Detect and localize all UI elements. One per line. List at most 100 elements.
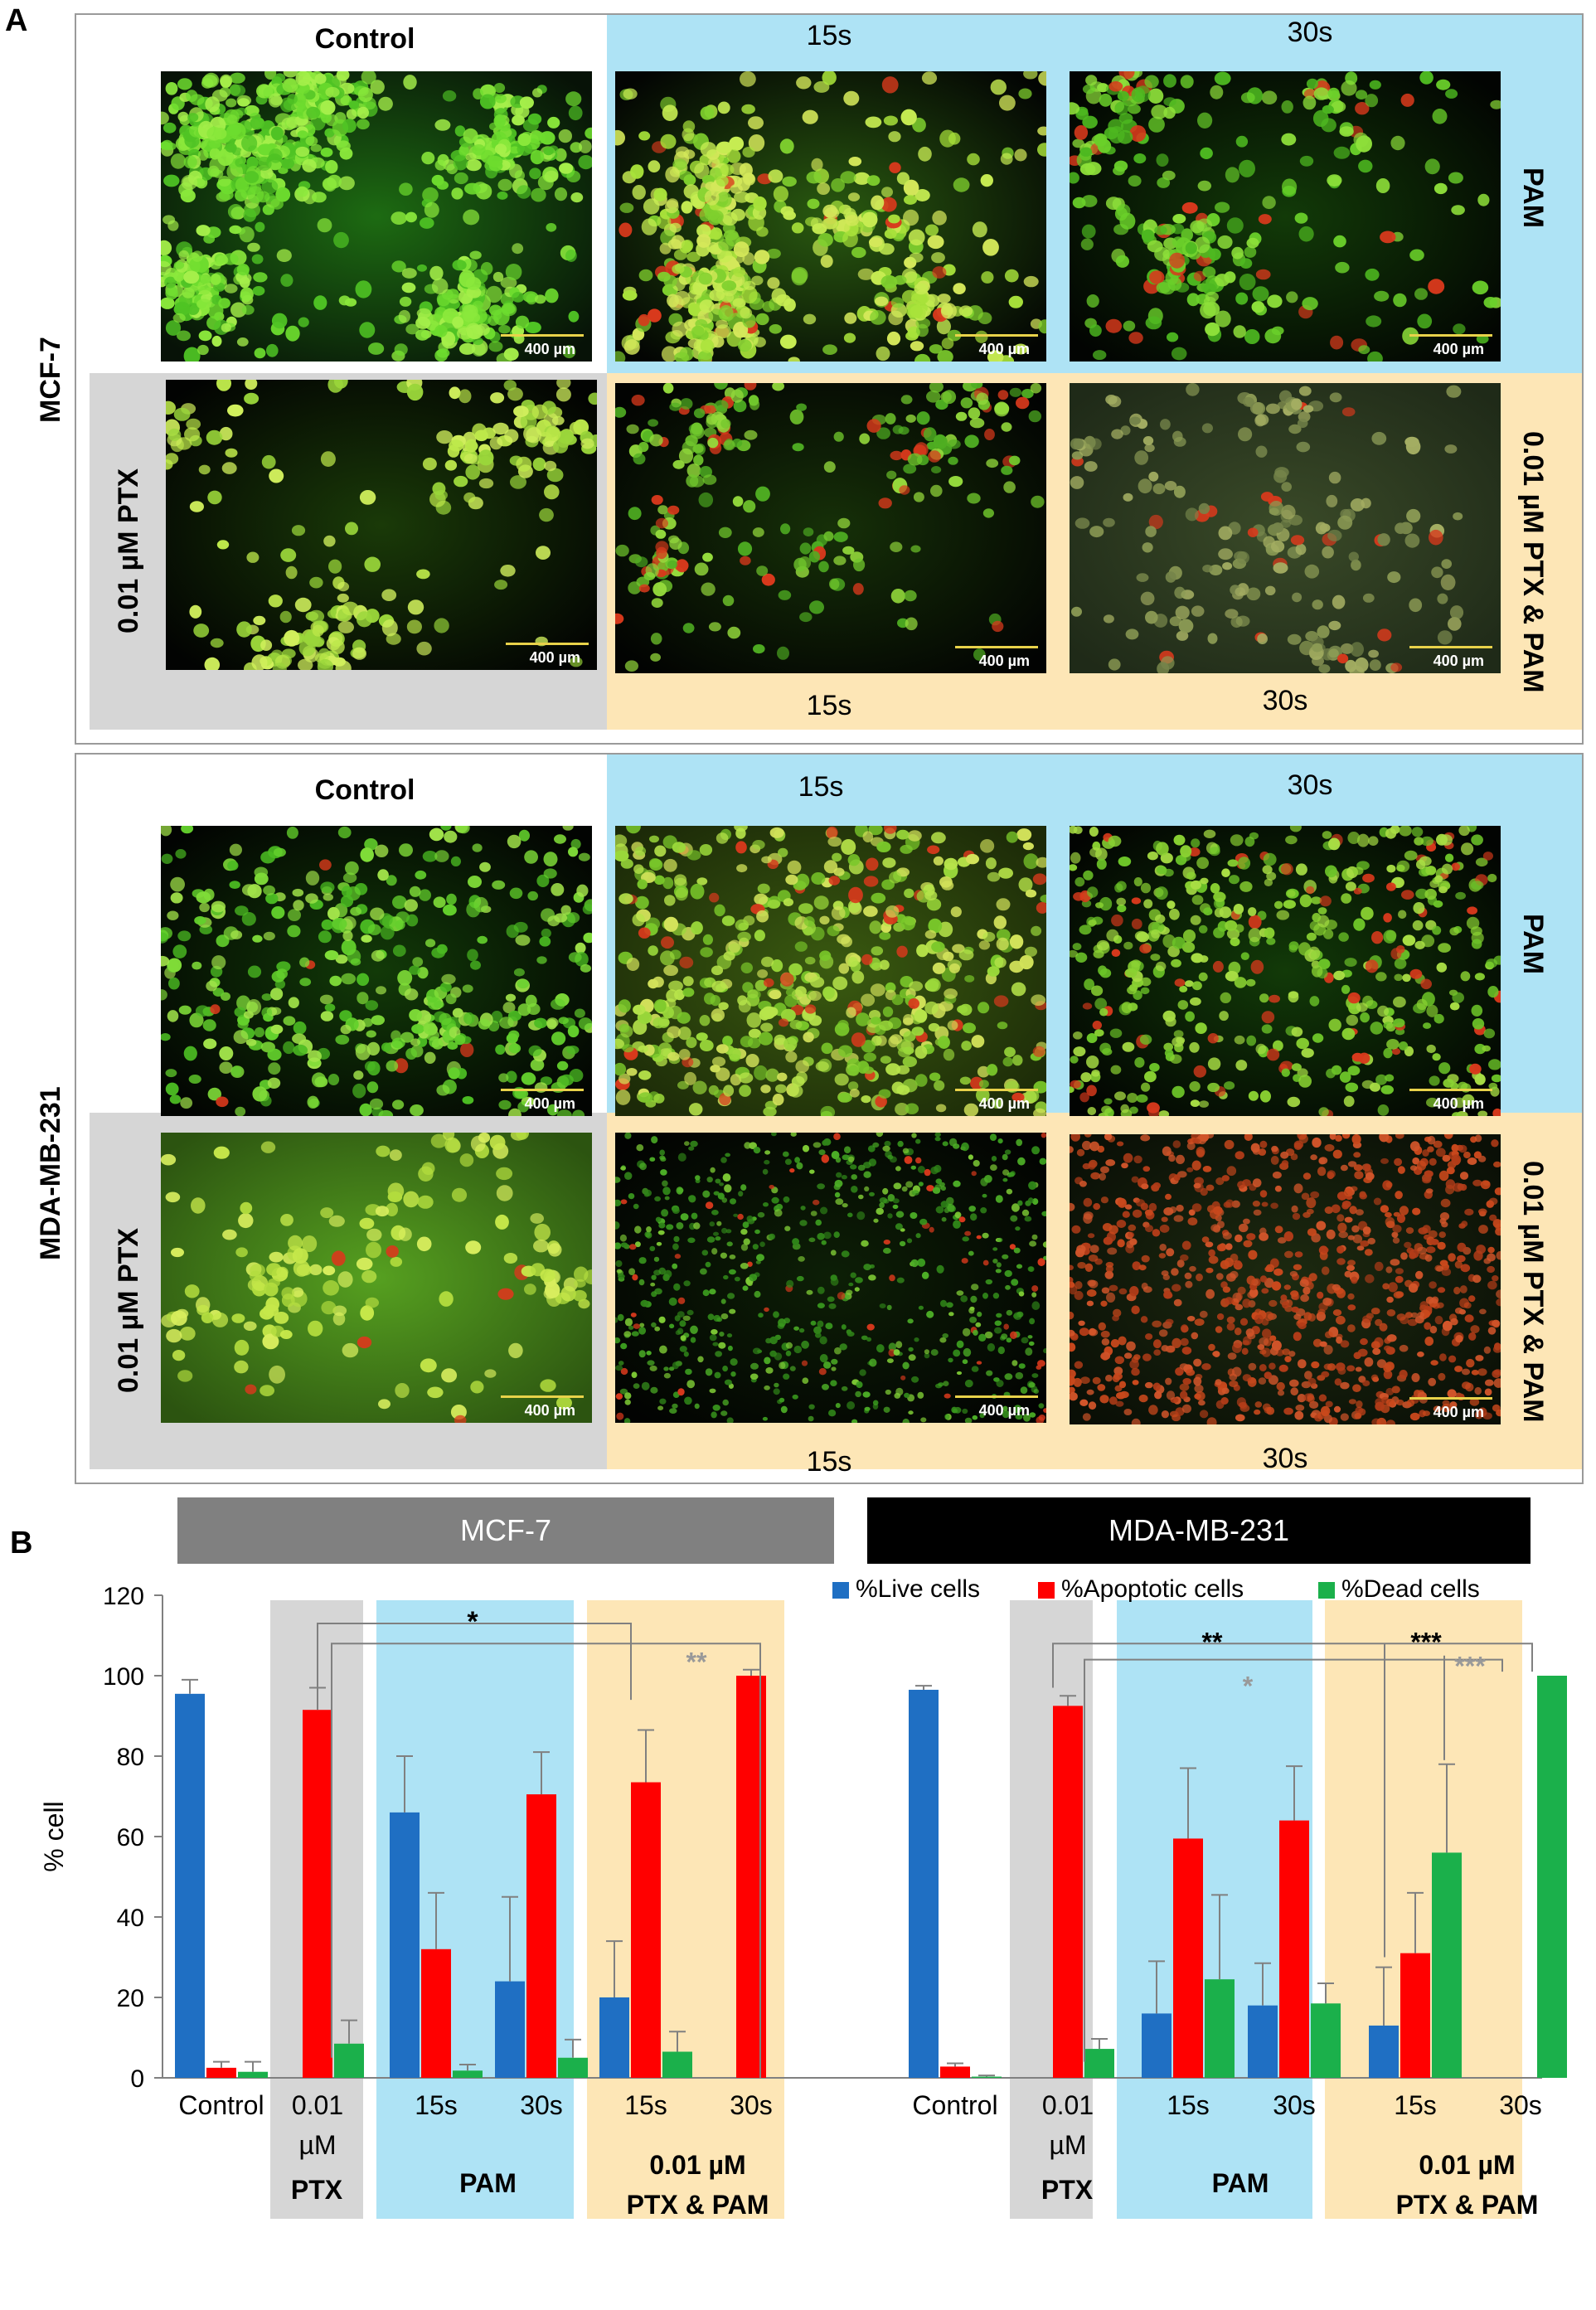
scale-bar-label: 400 µm bbox=[978, 1095, 1030, 1112]
significance-marker: * bbox=[1243, 1672, 1254, 1701]
treatment-label-pam: PAM bbox=[459, 2168, 517, 2198]
significance-marker: *** bbox=[1454, 1651, 1486, 1681]
bar bbox=[175, 1693, 205, 2078]
bar bbox=[1400, 1953, 1430, 2078]
legend-swatch bbox=[832, 1582, 849, 1599]
significance-marker: ** bbox=[1202, 1627, 1223, 1657]
scale-bar-label: 400 µm bbox=[524, 1402, 575, 1419]
mcf7-group-title: MCF-7 bbox=[177, 1497, 834, 1564]
bar bbox=[334, 2043, 364, 2078]
bar bbox=[390, 1812, 420, 2078]
mcf7-ptx-label: 0.01 µM PTX bbox=[113, 468, 144, 633]
micrograph-mcf7-combo-15s: 400 µm bbox=[615, 383, 1046, 673]
scale-bar-line bbox=[501, 1395, 584, 1398]
scale-bar-label: 400 µm bbox=[1433, 1404, 1484, 1420]
bar bbox=[1279, 1820, 1309, 2078]
mda-cell-line-label: MDA-MB-231 bbox=[35, 1086, 66, 1260]
mcf7-pam-15s-header: 15s bbox=[806, 20, 852, 51]
legend-entry: %Live cells bbox=[856, 1575, 980, 1603]
significance-marker: * bbox=[467, 1606, 478, 1638]
scale-bar-line bbox=[1409, 646, 1492, 648]
scale-bar-line bbox=[501, 1089, 584, 1091]
panel-a-label: A bbox=[5, 3, 28, 38]
micrograph-mda-combo-15s: 400 µm bbox=[615, 1133, 1046, 1423]
significance-marker: *** bbox=[1410, 1627, 1442, 1657]
scale-bar-label: 400 µm bbox=[529, 649, 580, 666]
x-tick-label: µM bbox=[298, 2130, 336, 2160]
treatment-label-combo: PTX & PAM bbox=[627, 2190, 769, 2220]
treatment-label-ptx: PTX bbox=[291, 2175, 343, 2205]
mcf7-combo-30s-footer: 30s bbox=[1262, 685, 1308, 716]
scale-bar-label: 400 µm bbox=[1433, 341, 1484, 357]
scale-bar-line bbox=[1409, 1089, 1492, 1091]
y-tick-label: 60 bbox=[117, 1824, 144, 1851]
scale-bar-line bbox=[955, 1089, 1038, 1091]
micrograph-mda-combo-30s: 400 µm bbox=[1070, 1134, 1501, 1424]
scale-bar-line bbox=[1409, 334, 1492, 337]
bar bbox=[736, 1676, 766, 2078]
bar bbox=[662, 2051, 692, 2078]
treatment-label-combo: 0.01 µM bbox=[1419, 2150, 1515, 2180]
bar bbox=[972, 2076, 1002, 2078]
treatment-label-combo: PTX & PAM bbox=[1396, 2190, 1539, 2220]
bar bbox=[599, 1997, 629, 2078]
bar bbox=[421, 1948, 451, 2078]
legend-swatch bbox=[1038, 1582, 1055, 1599]
mda-control-header: Control bbox=[314, 774, 415, 806]
x-tick-label: 15s bbox=[1167, 2090, 1210, 2120]
combo-shade bbox=[1325, 1600, 1522, 2219]
bar bbox=[558, 2057, 588, 2078]
scale-bar-line bbox=[955, 1395, 1038, 1398]
x-tick-label: Control bbox=[912, 2090, 997, 2120]
scale-bar-line bbox=[955, 334, 1038, 337]
scale-bar-line bbox=[1409, 1397, 1492, 1400]
significance-bracket bbox=[1052, 1643, 1533, 1688]
mda-combo-15s-footer: 15s bbox=[806, 1446, 852, 1478]
treatment-label-ptx: PTX bbox=[1041, 2175, 1094, 2205]
mcf7-combo-15s-footer: 15s bbox=[806, 690, 852, 721]
scale-bar-label: 400 µm bbox=[1433, 1095, 1484, 1112]
x-tick-label: 30s bbox=[1273, 2090, 1316, 2120]
bar bbox=[1053, 1706, 1083, 2078]
x-tick-label: Control bbox=[178, 2090, 264, 2120]
bar bbox=[495, 1981, 525, 2078]
scale-bar-line bbox=[955, 646, 1038, 648]
y-tick-label: 20 bbox=[117, 1985, 144, 2012]
x-tick-label: 0.01 bbox=[292, 2090, 343, 2120]
micrograph-mcf7-ptx: 400 µm bbox=[166, 380, 597, 670]
legend-entry: %Apoptotic cells bbox=[1061, 1575, 1244, 1603]
bar bbox=[1311, 2003, 1341, 2078]
scale-bar-label: 400 µm bbox=[524, 1095, 575, 1112]
mcf7-pam-30s-header: 30s bbox=[1287, 17, 1333, 48]
micrograph-mcf7-pam-30s: 400 µm bbox=[1070, 71, 1501, 362]
bar bbox=[909, 1689, 939, 2078]
y-tick-label: 120 bbox=[103, 1583, 144, 1610]
mcf7-cell-line-label: MCF-7 bbox=[35, 337, 66, 423]
significance-marker: ** bbox=[686, 1648, 707, 1677]
scale-bar-label: 400 µm bbox=[978, 341, 1030, 357]
x-tick-label: 15s bbox=[1394, 2090, 1437, 2120]
x-tick-label: 30s bbox=[1499, 2090, 1542, 2120]
bar bbox=[1173, 1838, 1203, 2078]
cell-percentage-chart: 0 20 40 60 80 100 120 % cell %Live cells %Apoptot… bbox=[39, 1575, 1567, 2220]
legend-entry: %Dead cells bbox=[1341, 1575, 1480, 1603]
mda-pam-label: PAM bbox=[1517, 914, 1549, 975]
y-tick-label: 80 bbox=[117, 1744, 144, 1771]
bar bbox=[1142, 2013, 1172, 2078]
mda-combo-30s-footer: 30s bbox=[1262, 1443, 1308, 1474]
y-tick-label: 100 bbox=[103, 1663, 144, 1691]
micrograph-mda-pam-30s: 400 µm bbox=[1070, 826, 1501, 1116]
x-tick-label: 15s bbox=[415, 2090, 458, 2120]
bar bbox=[453, 2070, 483, 2078]
bar bbox=[206, 2067, 236, 2078]
bar bbox=[1084, 2049, 1114, 2078]
legend-swatch bbox=[1318, 1582, 1335, 1599]
micrograph-mda-ptx: 400 µm bbox=[161, 1133, 592, 1423]
mcf7-combo-label: 0.01 µM PTX & PAM bbox=[1517, 431, 1549, 693]
x-tick-label: 30s bbox=[520, 2090, 563, 2120]
bar bbox=[303, 1710, 332, 2078]
bar bbox=[1248, 2005, 1278, 2078]
y-tick-label: 0 bbox=[130, 2065, 144, 2093]
x-tick-label: µM bbox=[1049, 2130, 1086, 2160]
bar bbox=[631, 1782, 661, 2078]
